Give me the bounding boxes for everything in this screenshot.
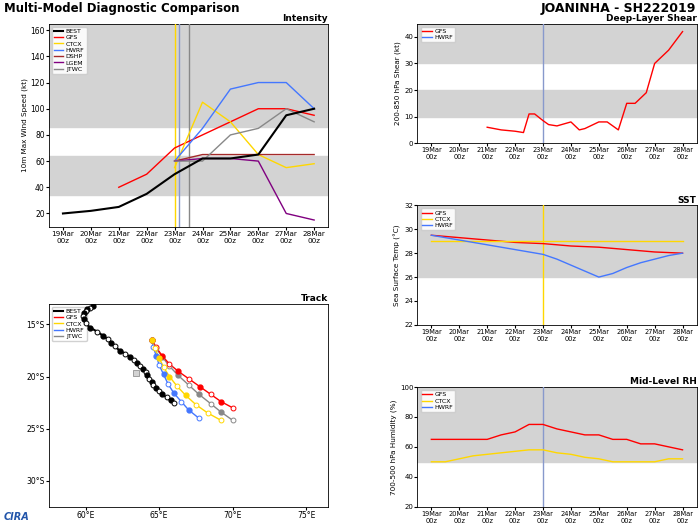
Text: Track: Track (301, 294, 328, 303)
Bar (49, 156, 328, 195)
Text: CIRA: CIRA (4, 512, 29, 522)
Bar (417, 387, 696, 462)
Text: SST: SST (678, 196, 696, 205)
Legend: BEST, GFS, CTCX, HWRF, JTWC: BEST, GFS, CTCX, HWRF, JTWC (52, 307, 87, 341)
Bar (417, 90, 696, 117)
Text: Multi-Model Diagnostic Comparison: Multi-Model Diagnostic Comparison (4, 2, 239, 15)
Legend: GFS, HWRF: GFS, HWRF (421, 27, 455, 42)
Text: JOANINHA - SH222019: JOANINHA - SH222019 (541, 2, 696, 15)
Text: Intensity: Intensity (283, 14, 328, 23)
Y-axis label: 200-850 hPa Shear (kt): 200-850 hPa Shear (kt) (395, 41, 402, 125)
Bar (417, 24, 696, 64)
Y-axis label: 700-500 hPa Humidity (%): 700-500 hPa Humidity (%) (391, 399, 397, 495)
Text: Deep-Layer Shear: Deep-Layer Shear (606, 14, 696, 23)
Bar (417, 205, 696, 277)
Legend: GFS, CTCX, HWRF: GFS, CTCX, HWRF (421, 208, 455, 230)
Legend: GFS, CTCX, HWRF: GFS, CTCX, HWRF (421, 390, 455, 412)
Y-axis label: 10m Max Wind Speed (kt): 10m Max Wind Speed (kt) (21, 78, 27, 172)
Y-axis label: Sea Surface Temp (°C): Sea Surface Temp (°C) (394, 224, 402, 306)
Bar (49, 24, 328, 127)
Text: Mid-Level RH: Mid-Level RH (629, 377, 696, 386)
Legend: BEST, GFS, CTCX, HWRF, DSHP, LGEM, JTWC: BEST, GFS, CTCX, HWRF, DSHP, LGEM, JTWC (52, 27, 87, 74)
